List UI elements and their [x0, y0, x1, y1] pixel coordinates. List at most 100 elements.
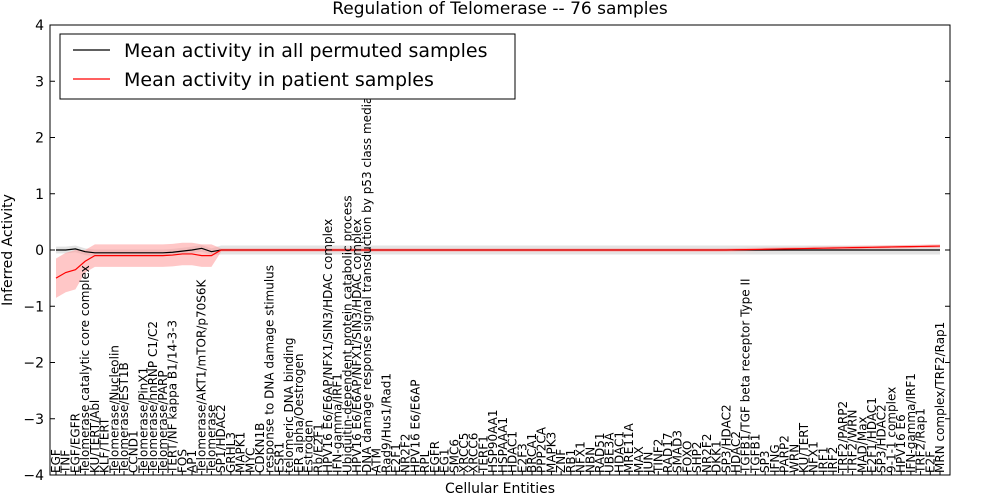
x-tick-label: E2F: [923, 451, 937, 473]
x-tick-label: HDAC1: [612, 431, 626, 473]
x-tick-label: MYC: [243, 448, 257, 473]
y-tick-label: 0: [35, 243, 44, 259]
x-tick-label: Telomerase/PARP: [156, 370, 170, 474]
legend-label-permuted: Mean activity in all permuted samples: [124, 40, 487, 62]
x-tick-label: TERF1: [476, 435, 490, 474]
x-tick-label: 9-1-1 complex: [884, 387, 898, 473]
x-tick-label: HPV16 E6/E6AP/NFX1/SIN3/HDAC complex: [321, 219, 335, 473]
legend-label-patient: Mean activity in patient samples: [124, 69, 434, 91]
x-tick-label: ESR1: [272, 442, 286, 473]
x-tick-label: Telomerase: [204, 405, 218, 474]
x-tick-label: NBN: [583, 447, 597, 473]
x-tick-label: SP3: [758, 451, 772, 474]
x-tick-label: PPP2CA: [535, 426, 549, 473]
y-tick-label: 3: [35, 74, 44, 90]
x-tick-label: NR2F2: [700, 434, 714, 474]
x-tick-label: EGF: [49, 449, 63, 473]
x-tick-label: ZNF: [554, 449, 568, 473]
x-tick-label: XRCC5: [457, 433, 471, 473]
x-tick-label: HPV16 E6/E6AP: [408, 380, 422, 473]
x-tick-label: MAX: [632, 446, 646, 473]
x-tick-label: Ubiquitin-dependent protein catabolic pr…: [340, 195, 354, 473]
x-tick-label: HSPAAA1: [496, 417, 510, 473]
x-tick-label: IFN-gamma/IRF1: [331, 373, 345, 473]
x-tick-label: response to DNA damage stimulus: [263, 265, 277, 473]
x-tick-label: SHP2: [690, 441, 704, 473]
x-tick-label: E2F1: [389, 443, 403, 473]
x-tick-label: AP1: [185, 450, 199, 473]
x-tick-label: CDKN1B: [253, 423, 267, 473]
x-tick-label: NFX1: [807, 441, 821, 473]
x-tick-label: Telomerase catalytic core complex: [78, 265, 92, 474]
x-tick-label: XRCC6: [467, 433, 481, 473]
x-tick-label: TINF2: [651, 439, 665, 474]
x-tick-label: telomeric DNA binding: [282, 338, 296, 474]
x-tick-label: Rad9/Hus1/Rad1: [379, 373, 393, 473]
x-tick-label: IRF1: [816, 447, 830, 473]
x-tick-label: TRF2/WRN: [846, 410, 860, 474]
y-tick-label: −2: [23, 356, 44, 372]
x-tick-label: DKK1: [710, 440, 724, 473]
series-line-1: [55, 245, 941, 279]
x-tick-label: IRF2: [826, 447, 840, 473]
x-tick-label: RPL: [418, 450, 432, 473]
x-tick-label: EG1: [438, 448, 452, 473]
x-tick-label: KU/TERT: [797, 422, 811, 473]
x-tick-label: SP3/HDAC2: [875, 404, 889, 473]
x-tick-label: MRN complex/TRF2/Rap1: [933, 322, 947, 473]
x-tick-label: KU/TERT/Abl: [88, 400, 102, 473]
plot-frame: [49, 24, 951, 476]
series-lines: [55, 245, 941, 279]
x-tick-label: TRF2/PARP2: [836, 401, 850, 474]
x-tick-label: SP3/HDAC2: [719, 404, 733, 473]
x-tick-label: Telomerase/hnRNP C1/C2: [146, 321, 160, 474]
x-tick-label: MAPK1: [234, 432, 248, 473]
x-tick-label: Telomerase/EST1B: [117, 362, 131, 474]
y-tick-label: 4: [35, 18, 44, 34]
x-tick-label: GRHL3: [224, 432, 238, 473]
x-tick-label: RAD17: [661, 432, 675, 473]
x-tick-label: SMC6: [447, 439, 461, 473]
x-tick-label: SMAD3: [671, 430, 685, 473]
x-tick-label: ATM: [370, 448, 384, 473]
x-tick-label: HPV16 E6: [894, 414, 908, 473]
x-tick-label: HDAC2: [729, 431, 743, 473]
x-tick-label: HDAC1: [506, 431, 520, 473]
x-tick-label: TRF2/Rap1: [914, 408, 928, 474]
x-tick-label: EGFR: [428, 441, 442, 473]
x-tick-label: TGFB1: [748, 434, 762, 474]
x-tick-label: NR2F2: [399, 434, 413, 474]
x-tick-label: Telomerase/PinX1: [136, 367, 150, 474]
x-tick-label: JUN: [642, 452, 656, 474]
x-tick-label: EGF/EGFR: [68, 413, 82, 473]
x-axis-label: Cellular Entities: [445, 481, 555, 497]
y-axis-label: Inferred Activity: [0, 194, 16, 306]
y-tick-label: 1: [35, 187, 44, 203]
x-tick-label: MRE11A: [622, 422, 636, 473]
y-tick-label: −1: [23, 299, 44, 315]
x-tick-label: FOXO: [680, 441, 694, 473]
x-tick-label: BRCA1: [525, 433, 539, 473]
x-tick-label: IFN-gamma/IRF1: [904, 373, 918, 473]
x-tick-label: RAD51: [593, 432, 607, 473]
x-tick-label: RB1: [564, 449, 578, 473]
x-tick-label: Telomerase/Nucleolin: [107, 345, 121, 474]
x-tick-label: HPV16 E6/E6AP/NFX1/SIN3/HDAC complex: [350, 219, 364, 473]
legend: Mean activity in all permuted samples Me…: [59, 33, 516, 100]
y-tick-label: −3: [23, 412, 44, 428]
x-tick-label: MAD/Max: [855, 416, 869, 473]
x-tick-label: Rb/E2F1: [311, 423, 325, 473]
x-tick-label: MAPK3: [544, 432, 558, 473]
x-tick-label: ER alpha/Oestrogen: [292, 354, 306, 473]
x-tick-label: UBE3A: [603, 432, 617, 473]
x-tick-label: E2F3: [515, 443, 529, 473]
chart-title: Regulation of Telomerase -- 76 samples: [332, 0, 668, 19]
x-tick-label: Telomerase/AKT1/mTOR/p70S6K: [195, 278, 209, 474]
x-tick-label: HSP90AA1: [486, 409, 500, 473]
x-tick-label: CCND1: [127, 430, 141, 473]
x-tick-label: IFNG: [768, 444, 782, 473]
x-tick-label: WRN: [787, 444, 801, 473]
